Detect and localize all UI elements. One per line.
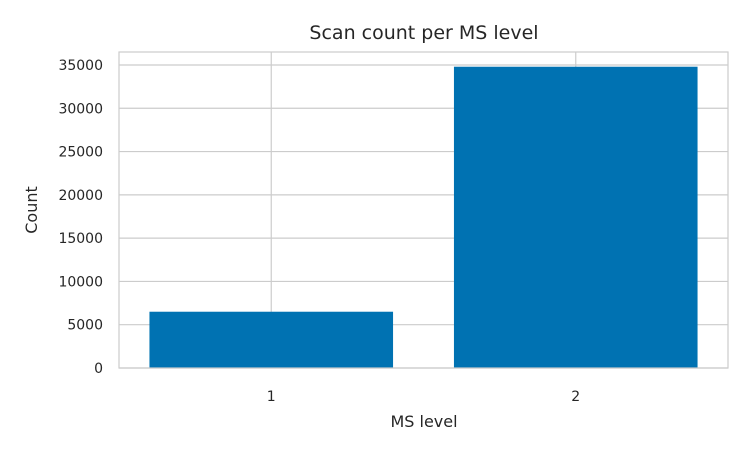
y-tick-label: 0 [94,361,103,377]
y-tick-labels: 0 5000 10000 15000 20000 25000 30000 35000 [58,58,103,377]
bar-ms-level-1 [149,311,394,368]
y-axis-label: Count [22,186,41,234]
bar-ms-level-2 [453,66,698,369]
x-tick-label: 1 [267,389,276,405]
chart-title: Scan count per MS level [309,22,538,44]
x-axis-label: MS level [390,412,457,431]
y-tick-label: 5000 [67,318,103,334]
x-tick-label: 2 [571,389,580,405]
y-tick-label: 10000 [58,274,103,290]
y-tick-label: 35000 [58,58,103,74]
y-tick-label: 15000 [58,231,103,247]
bar-layer [149,66,698,369]
y-tick-label: 25000 [58,145,103,161]
plot-frame [118,51,729,369]
y-tick-label: 30000 [58,101,103,117]
y-tick-label: 20000 [58,188,103,204]
